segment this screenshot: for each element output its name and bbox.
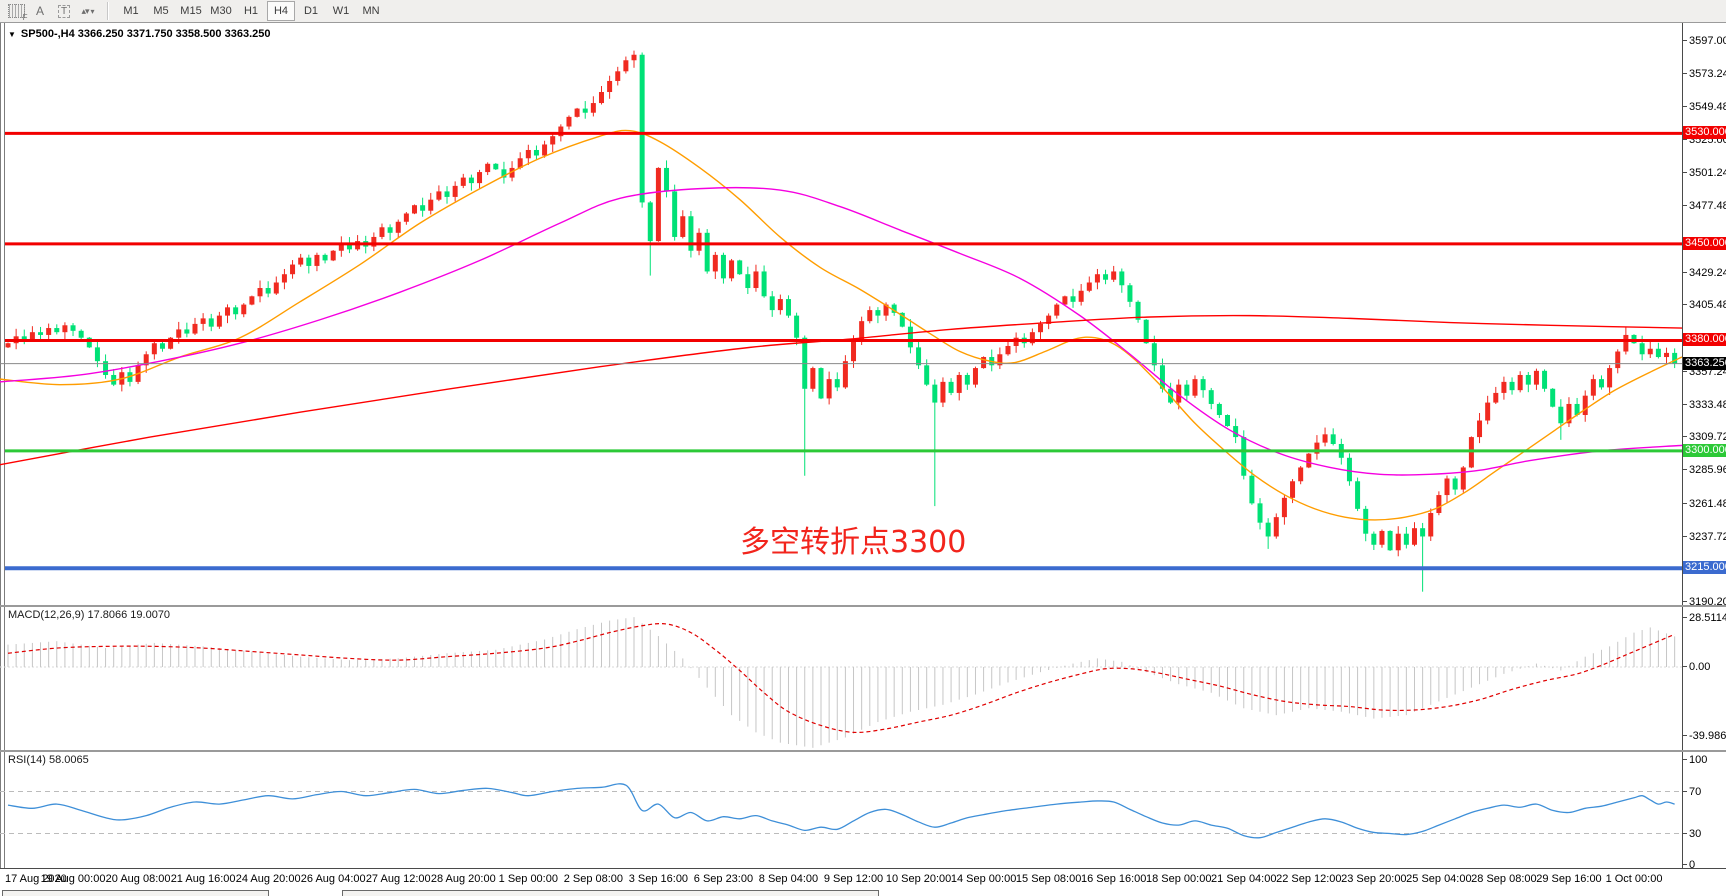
price-badge: 3300.000 (1683, 443, 1726, 457)
price-tick: 3309.720 (1683, 431, 1726, 443)
timeframe-d1[interactable]: D1 (303, 5, 319, 17)
price-badge: 3450.000 (1683, 236, 1726, 250)
price-tick: 3237.720 (1683, 531, 1726, 543)
date-label: 18 Sep 00:00 (1145, 873, 1212, 885)
date-label: 29 Sep 16:00 (1536, 873, 1602, 885)
panel-separator-1[interactable] (0, 605, 1726, 607)
date-label: 2 Sep 08:00 (563, 873, 624, 885)
timeframe-h1[interactable]: H1 (243, 5, 259, 17)
date-label: 9 Sep 12:00 (823, 873, 884, 885)
date-label: 15 Sep 08:00 (1015, 873, 1082, 885)
price-tick: 3501.240 (1683, 167, 1726, 179)
chart-annotation-text[interactable]: 多空转折点3300 (740, 525, 967, 560)
date-label: 23 Sep 20:00 (1341, 873, 1407, 885)
rsi-tick: 0 (1682, 859, 1696, 871)
price-tick: 3477.480 (1683, 200, 1726, 212)
bottom-tab-box-2 (342, 890, 879, 896)
macd-panel[interactable] (0, 607, 1682, 750)
price-tick: 3597.000 (1683, 35, 1726, 47)
price-tick: 3549.480 (1683, 101, 1726, 113)
macd-tick: 28.5114 (1683, 611, 1726, 624)
date-label: 6 Sep 23:00 (693, 873, 754, 885)
rsi-tick: 70 (1682, 785, 1702, 798)
date-label: 28 Aug 20:00 (430, 873, 496, 885)
price-tick: 3333.480 (1683, 399, 1726, 411)
timeframe-h4[interactable]: H4 (267, 1, 295, 21)
macd-label: MACD(12,26,9) 17.8066 19.0070 (8, 609, 171, 621)
date-label: 22 Sep 12:00 (1276, 873, 1342, 885)
date-label: 16 Sep 16:00 (1080, 873, 1147, 885)
price-axis[interactable]: 3597.0003573.2403549.4803525.0003501.240… (1682, 23, 1726, 871)
rsi-tick: 30 (1682, 827, 1702, 840)
price-tick: 3285.960 (1683, 464, 1726, 476)
date-label: 25 Sep 04:00 (1406, 873, 1472, 885)
timeframe-m5[interactable]: M5 (153, 5, 169, 17)
price-badge: 3363.250 (1683, 356, 1726, 370)
date-axis[interactable]: 17 Aug 2020 19 Aug 00:00 20 Aug 08:00 21 Au… (0, 868, 1726, 887)
window-edge-left-inner (4, 23, 5, 886)
text-a-icon[interactable]: A (35, 4, 44, 18)
price-tick: 3405.480 (1683, 299, 1726, 311)
date-label: 1 Sep 00:00 (498, 873, 558, 885)
date-label: 17 Aug 2020 (5, 873, 67, 885)
indicators-grid-icon[interactable]: F (4, 2, 28, 22)
macd-tick: 0.00 (1682, 661, 1711, 673)
bottom-tab-box-1 (2, 890, 269, 896)
date-label: 3 Sep 16:00 (628, 873, 689, 885)
main-price-chart[interactable] (0, 23, 1682, 605)
rsi-label: RSI(14) 58.0065 (8, 754, 89, 766)
dropdown-caret-icon: ▾ (90, 6, 95, 16)
symbol-dropdown-icon[interactable]: ▼ (8, 29, 16, 39)
date-label: 21 Aug 16:00 (170, 873, 236, 885)
toolbar-object-group: F A T ▴▾ ▾ (0, 0, 104, 22)
timeframe-m1[interactable]: M1 (123, 5, 139, 17)
panel-separator-2[interactable] (0, 750, 1726, 752)
chart-window[interactable]: ▼ SP500-,H4 3366.250 3371.750 3358.500 3… (0, 23, 1726, 896)
text-label-icon[interactable]: T (52, 2, 76, 20)
price-tick: 3261.480 (1683, 498, 1726, 510)
date-label: 14 Sep 00:00 (950, 873, 1017, 885)
date-label: 21 Sep 04:00 (1211, 873, 1277, 885)
rsi-panel[interactable] (0, 752, 1682, 868)
date-label: 19 Aug 00:00 (40, 873, 106, 885)
date-label: 20 Aug 08:00 (105, 873, 171, 885)
date-label: 26 Aug 04:00 (300, 873, 366, 885)
date-label: 10 Sep 20:00 (885, 873, 952, 885)
toolbar: F A T ▴▾ ▾ M1 M5 M15 M30 H1 H4 D1 W1 MN (0, 0, 1726, 23)
bottom-strip (0, 886, 1726, 896)
timeframe-w1[interactable]: W1 (332, 5, 350, 17)
timeframe-m30[interactable]: M30 (210, 5, 232, 17)
chart-title: ▼ SP500-,H4 3366.250 3371.750 3358.500 3… (8, 28, 270, 40)
window-edge-left-outer (0, 23, 1, 886)
date-label: 8 Sep 04:00 (758, 873, 819, 885)
price-badge: 3215.000 (1683, 561, 1726, 575)
date-label: 27 Aug 12:00 (365, 873, 431, 885)
date-label: 24 Aug 20:00 (235, 873, 301, 885)
date-label: 28 Sep 08:00 (1471, 873, 1537, 885)
price-tick: 3573.240 (1683, 68, 1726, 80)
cursor-arrows-icon[interactable]: ▴▾ ▾ (81, 5, 95, 16)
toolbar-separator (107, 2, 109, 20)
rsi-tick: 100 (1682, 754, 1708, 766)
timeframe-mn[interactable]: MN (362, 5, 380, 17)
macd-tick: -39.9869 (1682, 730, 1726, 742)
price-tick: 3429.240 (1683, 267, 1726, 279)
price-badge: 3380.000 (1683, 333, 1726, 347)
price-badge: 3530.000 (1683, 126, 1726, 140)
symbol-ohlc-text: SP500-,H4 3366.250 3371.750 3358.500 336… (20, 28, 271, 40)
timeframe-m15[interactable]: M15 (180, 5, 202, 17)
date-label: 1 Oct 00:00 (1605, 873, 1663, 885)
timeframe-group: M1 M5 M15 M30 H1 H4 D1 W1 MN (112, 0, 390, 22)
